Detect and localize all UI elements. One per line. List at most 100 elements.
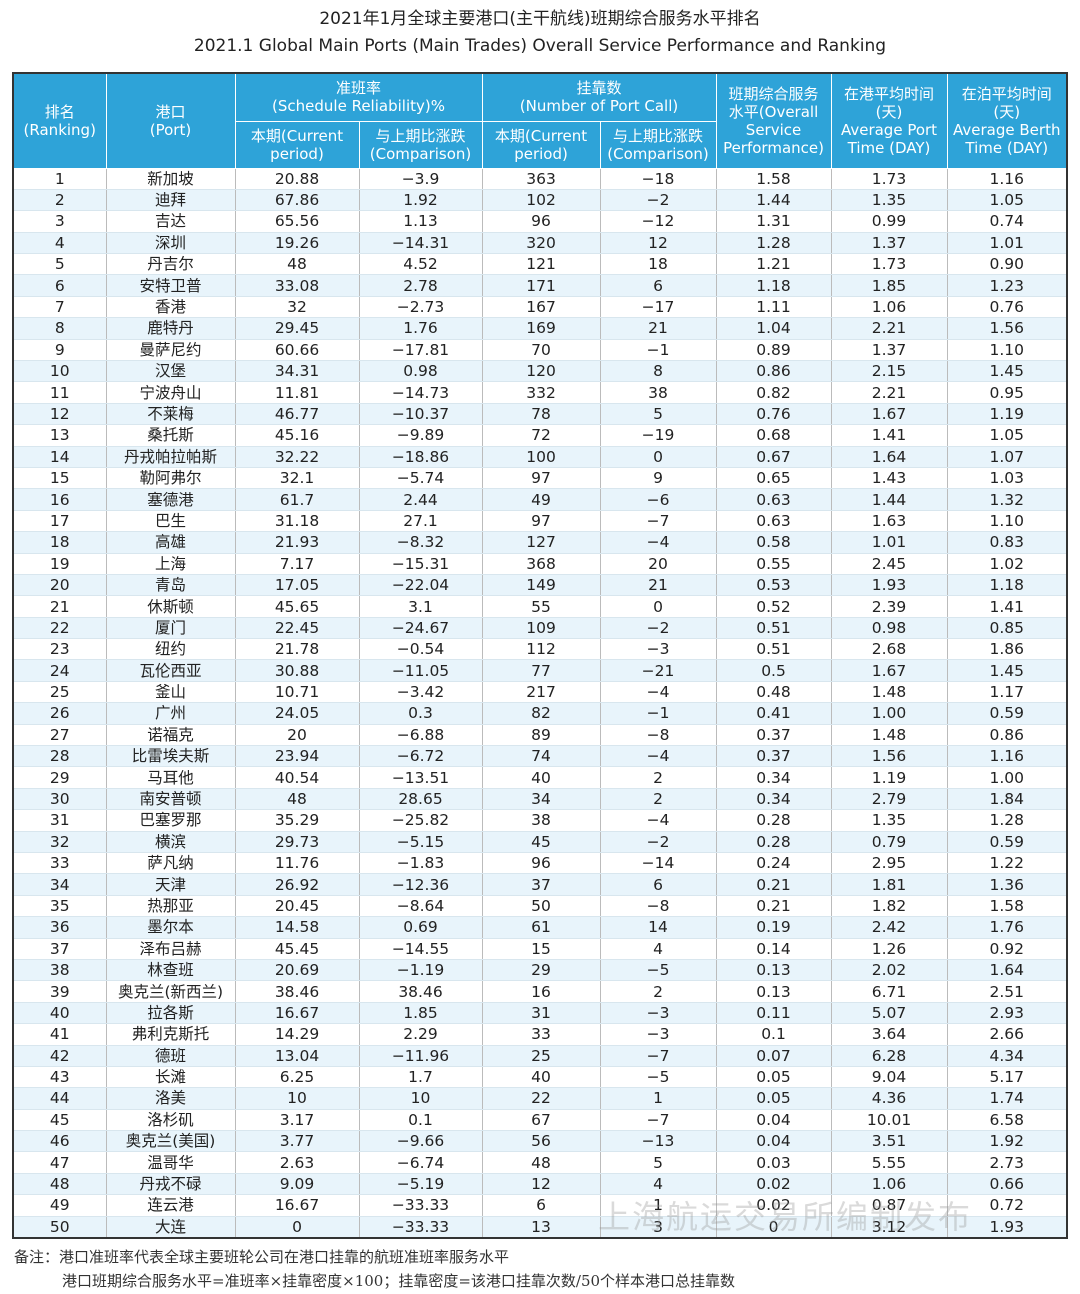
table-cell: 1.05: [946, 424, 1068, 447]
table-cell: 20: [12, 574, 107, 597]
table-cell: 2.29: [358, 1023, 483, 1046]
table-cell: 奥克兰(美国): [105, 1130, 236, 1153]
table-cell: 1.04: [715, 317, 832, 340]
table-cell: −1: [599, 339, 717, 362]
table-cell: 0.89: [715, 339, 832, 362]
table-cell: −15.31: [358, 553, 483, 575]
table-cell: 41: [12, 1023, 107, 1046]
table-cell: 42: [12, 1045, 107, 1067]
table-cell: 1.16: [946, 168, 1068, 190]
table-cell: −1.19: [358, 959, 483, 982]
table-cell: 70: [481, 339, 601, 362]
table-cell: 97: [481, 510, 601, 533]
table-cell: 15: [12, 467, 107, 490]
table-cell: 10: [12, 360, 107, 383]
table-cell: 368: [481, 553, 601, 575]
table-cell: 29.73: [234, 831, 360, 854]
table-cell: 40.54: [234, 766, 360, 789]
table-cell: 1.93: [946, 1216, 1068, 1239]
table-cell: −1: [599, 702, 717, 725]
table-cell: 纽约: [105, 638, 236, 661]
table-cell: 0.34: [715, 766, 832, 789]
table-cell: 1.92: [358, 189, 483, 212]
table-row: 29 马耳他 40.54 −13.51 40 2 0.34 1.19 1.00: [12, 766, 1068, 789]
table-cell: 167: [481, 296, 601, 319]
table-cell: 1.64: [830, 446, 948, 468]
table-cell: 2.78: [358, 274, 483, 297]
table-cell: −17: [599, 296, 717, 319]
header-cell: 准班率 (Schedule Reliability)%: [234, 72, 483, 122]
table-cell: 0.79: [830, 831, 948, 854]
table-cell: 13.04: [234, 1045, 360, 1067]
table-cell: 61: [481, 916, 601, 939]
table-cell: 34: [12, 873, 107, 896]
table-cell: 1: [599, 1087, 717, 1110]
table-row: 31 巴塞罗那 35.29 −25.82 38 −4 0.28 1.35 1.28: [12, 809, 1068, 832]
table-row: 15 勒阿弗尔 32.1 −5.74 97 9 0.65 1.43 1.03: [12, 467, 1068, 490]
table-cell: 6: [599, 873, 717, 896]
table-cell: 50: [12, 1216, 107, 1239]
table-cell: 1.07: [946, 446, 1068, 468]
table-cell: 巴生: [105, 510, 236, 533]
table-cell: 48: [481, 1151, 601, 1174]
table-cell: 0.21: [715, 873, 832, 896]
table-cell: 4.52: [358, 253, 483, 276]
table-cell: 45: [12, 1109, 107, 1132]
table-cell: 迪拜: [105, 189, 236, 212]
table-cell: 0.1: [715, 1023, 832, 1046]
table-cell: 0.86: [946, 724, 1068, 747]
table-cell: 1.58: [946, 895, 1068, 918]
table-cell: 马耳他: [105, 766, 236, 789]
table-cell: 1.44: [830, 488, 948, 511]
table-cell: 109: [481, 617, 601, 640]
table-cell: 2: [12, 189, 107, 212]
ranking-table: 排名 (Ranking) 港口 (Port) 准班率 (Schedule Relia…: [12, 72, 1069, 1240]
table-cell: 高雄: [105, 531, 236, 554]
table-row: 41 弗利克斯托 14.29 2.29 33 −3 0.1 3.64 2.66: [12, 1023, 1068, 1046]
table-cell: 1.31: [715, 210, 832, 233]
table-cell: −4: [599, 745, 717, 768]
table-cell: 100: [481, 446, 601, 468]
table-cell: 14: [599, 916, 717, 939]
table-cell: 吉达: [105, 210, 236, 233]
table-cell: 0.13: [715, 980, 832, 1003]
table-cell: −8.64: [358, 895, 483, 918]
table-cell: 洛美: [105, 1087, 236, 1110]
header-row: 排名 (Ranking) 港口 (Port) 准班率 (Schedule Relia…: [12, 72, 1068, 169]
table-cell: 10: [358, 1087, 483, 1110]
table-cell: 3.17: [234, 1109, 360, 1132]
table-cell: 48: [12, 1173, 107, 1196]
table-cell: 82: [481, 702, 601, 725]
table-cell: 33.08: [234, 274, 360, 297]
table-cell: −5: [599, 959, 717, 982]
table-cell: 19: [12, 553, 107, 575]
table-cell: 0.63: [715, 488, 832, 511]
table-row: 10 汉堡 34.31 0.98 120 8 0.86 2.15 1.45: [12, 360, 1068, 383]
table-cell: 34.31: [234, 360, 360, 383]
table-row: 44 洛美 10 10 22 1 0.05 4.36 1.74: [12, 1087, 1068, 1110]
table-cell: 1.13: [358, 210, 483, 233]
table-cell: −8: [599, 724, 717, 747]
table-cell: 0: [599, 446, 717, 468]
table-cell: −5.74: [358, 467, 483, 490]
table-cell: −4: [599, 531, 717, 554]
table-cell: 9: [599, 467, 717, 490]
table-cell: 温哥华: [105, 1151, 236, 1174]
table-cell: 45.65: [234, 595, 360, 618]
table-cell: 0: [715, 1216, 832, 1239]
table-cell: 23: [12, 638, 107, 661]
table-cell: −4: [599, 681, 717, 704]
table-cell: −0.54: [358, 638, 483, 661]
table-row: 25 釜山 10.71 −3.42 217 −4 0.48 1.48 1.17: [12, 681, 1068, 704]
table-cell: 6.28: [830, 1045, 948, 1067]
table-cell: 60.66: [234, 339, 360, 362]
table-cell: −6.72: [358, 745, 483, 768]
table-cell: 5.07: [830, 1002, 948, 1025]
table-cell: 67: [481, 1109, 601, 1132]
table-cell: 1.63: [830, 510, 948, 533]
table-cell: 萨凡纳: [105, 852, 236, 875]
table-cell: 97: [481, 467, 601, 490]
table-row: 2 迪拜 67.86 1.92 102 −2 1.44 1.35 1.05: [12, 189, 1068, 212]
table-cell: 112: [481, 638, 601, 661]
table-row: 33 萨凡纳 11.76 −1.83 96 −14 0.24 2.95 1.22: [12, 852, 1068, 875]
